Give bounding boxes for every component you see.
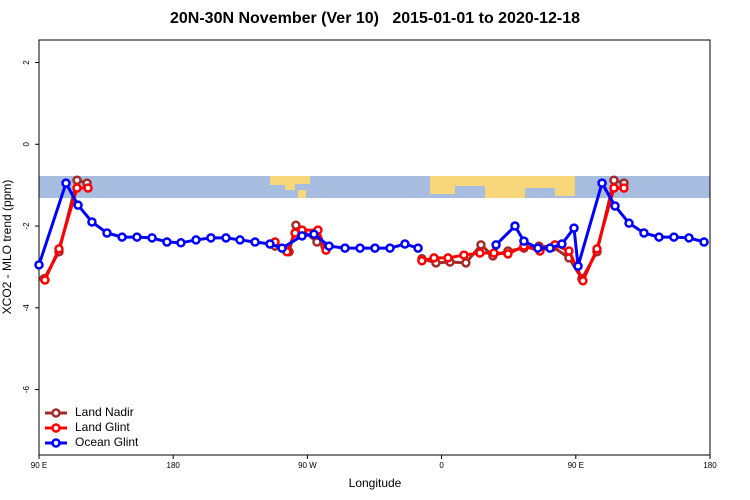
point	[578, 276, 588, 286]
point	[557, 239, 567, 249]
x-tick-label: 90 W	[298, 461, 317, 470]
point	[610, 201, 620, 211]
x-tick-label: 0	[439, 461, 444, 470]
point	[573, 261, 583, 271]
point	[417, 256, 427, 266]
x-axis-label: Longitude	[349, 476, 402, 490]
series	[40, 183, 629, 286]
y-tick-label: -6	[22, 385, 31, 393]
legend-label: Land Nadir	[75, 405, 134, 419]
y-tick-label: -2	[22, 222, 31, 230]
point	[569, 223, 579, 233]
point	[654, 232, 664, 242]
point	[510, 221, 520, 231]
legend-marker	[51, 423, 61, 433]
y-axis-label: XCO2 - MLO trend (ppm)	[0, 180, 14, 315]
point	[61, 178, 71, 188]
point	[519, 236, 529, 246]
point	[475, 248, 485, 258]
point	[564, 246, 574, 256]
point	[639, 228, 649, 238]
point	[476, 240, 486, 250]
point	[83, 183, 93, 193]
x-tick-label: 180	[167, 461, 181, 470]
plot-frame	[38, 39, 711, 456]
point	[54, 244, 64, 254]
point	[340, 243, 350, 253]
point	[235, 235, 245, 245]
point	[250, 237, 260, 247]
point	[73, 200, 83, 210]
y-tick-label: -4	[22, 304, 31, 312]
map-strip	[39, 176, 710, 198]
x-tick-label: 90 E	[568, 461, 584, 470]
legend-marker	[51, 438, 61, 448]
map-land	[270, 176, 575, 198]
series	[34, 178, 709, 271]
y-tick-label: 0	[22, 141, 31, 146]
point	[609, 183, 619, 193]
point	[324, 241, 334, 251]
point	[461, 258, 471, 268]
point	[699, 237, 709, 247]
point	[669, 232, 679, 242]
point	[533, 243, 543, 253]
point	[619, 183, 629, 193]
point	[355, 243, 365, 253]
point	[147, 233, 157, 243]
legend-label: Ocean Glint	[75, 435, 139, 449]
point	[503, 249, 513, 259]
point	[597, 178, 607, 188]
series-line	[43, 186, 624, 285]
point	[400, 239, 410, 249]
point	[72, 175, 82, 185]
x-tick-label: 90 E	[31, 461, 47, 470]
point	[429, 253, 439, 263]
point	[102, 228, 112, 238]
point	[684, 233, 694, 243]
point	[309, 229, 319, 239]
point	[592, 244, 602, 254]
point	[176, 238, 186, 248]
point	[87, 217, 97, 227]
point	[265, 239, 275, 249]
chart-title: 20N-30N November (Ver 10) 2015-01-01 to …	[170, 10, 580, 27]
point	[413, 243, 423, 253]
legend-label: Land Glint	[75, 420, 130, 434]
point	[545, 243, 555, 253]
x-tick-label: 180	[703, 461, 717, 470]
point	[162, 237, 172, 247]
point	[34, 260, 44, 270]
point	[489, 248, 499, 258]
point	[132, 232, 142, 242]
point	[117, 232, 127, 242]
point	[72, 183, 82, 193]
point	[370, 243, 380, 253]
legend-marker	[51, 408, 61, 418]
point	[624, 218, 634, 228]
point	[609, 175, 619, 185]
y-tick-label: 2	[22, 60, 31, 65]
point	[385, 243, 395, 253]
point	[191, 235, 201, 245]
point	[277, 243, 287, 253]
point	[443, 253, 453, 263]
point	[40, 275, 50, 285]
point	[297, 231, 307, 241]
point	[206, 233, 216, 243]
point	[312, 237, 322, 247]
point	[459, 250, 469, 260]
point	[491, 240, 501, 250]
point	[221, 233, 231, 243]
